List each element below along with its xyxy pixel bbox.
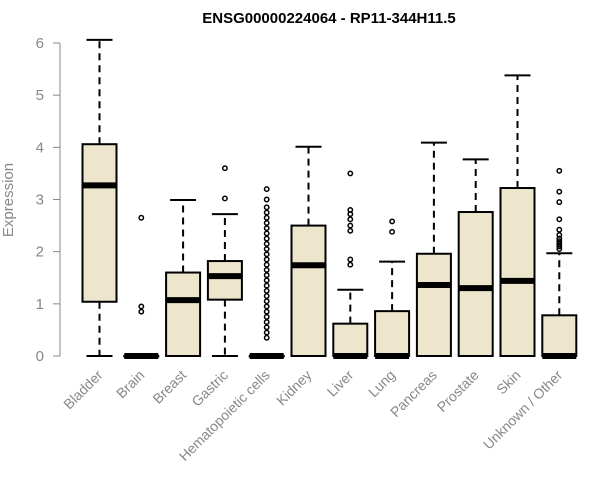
outlier-point: [556, 232, 563, 238]
box-skin: [499, 74, 536, 357]
y-tick-label: 3: [36, 192, 44, 209]
outlier-point: [556, 238, 563, 245]
outlier-point: [263, 204, 270, 211]
outlier-point: [263, 214, 270, 221]
outlier-point: [263, 282, 270, 289]
outlier-point: [263, 235, 270, 242]
x-tick-label: Kidney: [273, 367, 315, 409]
outlier-point: [556, 243, 563, 250]
outlier-point: [263, 240, 270, 247]
y-tick-label: 0: [36, 348, 44, 365]
box-unknown-other: [541, 167, 578, 359]
outlier-point: [138, 308, 145, 315]
outlier-point: [263, 287, 270, 294]
outlier-point: [263, 261, 270, 268]
outlier-point: [389, 218, 396, 225]
box-iqr: [81, 143, 118, 303]
outlier-point: [263, 324, 270, 331]
box-breast: [165, 199, 202, 357]
x-tick-label: Bladder: [60, 367, 106, 413]
y-axis: 0 1 2 3 4 5 6: [36, 35, 61, 365]
box-iqr: [415, 252, 452, 357]
box-iqr: [499, 187, 536, 357]
y-tick-label: 2: [36, 244, 44, 261]
outlier-point: [263, 196, 270, 203]
outlier-point: [138, 303, 145, 310]
outlier-point: [263, 246, 270, 253]
outlier-point: [263, 209, 270, 216]
x-tick-label: Brain: [113, 367, 147, 401]
outlier-point: [347, 256, 354, 263]
outlier-point: [347, 222, 354, 229]
outlier-point: [556, 240, 563, 247]
box-iqr: [374, 310, 411, 357]
box-hematopoietic-cells: [248, 186, 285, 359]
x-tick-label: Liver: [324, 367, 357, 400]
box-iqr: [206, 260, 243, 301]
x-tick-label: Prostate: [434, 367, 482, 415]
boxplot-series: [81, 38, 578, 359]
box-iqr: [332, 322, 369, 358]
outlier-point: [263, 298, 270, 305]
box-iqr: [541, 314, 578, 357]
outlier-point: [347, 170, 354, 177]
outlier-point: [263, 256, 270, 263]
y-tick-label: 1: [36, 296, 44, 313]
x-tick-label: Skin: [493, 367, 524, 398]
box-pancreas: [415, 141, 452, 357]
box-liver: [332, 170, 369, 359]
outlier-point: [263, 251, 270, 258]
outlier-point: [556, 199, 563, 206]
outlier-point: [263, 313, 270, 320]
box-iqr: [290, 224, 327, 357]
outlier-point: [263, 220, 270, 226]
x-tick-label: Lung: [365, 367, 398, 400]
outlier-point: [263, 303, 270, 310]
outlier-point: [138, 214, 145, 221]
outlier-point: [263, 272, 270, 279]
outlier-point: [556, 167, 563, 174]
box-iqr: [457, 211, 494, 357]
outlier-point: [263, 266, 270, 273]
outlier-point: [556, 216, 563, 223]
outlier-point: [556, 246, 563, 253]
outlier-point: [263, 293, 270, 299]
outlier-point: [347, 206, 354, 213]
y-tick-label: 6: [36, 35, 44, 52]
outlier-point: [221, 165, 228, 172]
box-iqr: [165, 271, 202, 357]
x-tick-label: Breast: [149, 367, 189, 407]
outlier-point: [347, 216, 354, 223]
y-axis-label: Expression: [0, 163, 17, 237]
box-gastric: [206, 165, 243, 357]
outlier-point: [263, 186, 270, 193]
y-tick-label: 5: [36, 87, 44, 104]
box-prostate: [457, 158, 494, 357]
outlier-point: [556, 188, 563, 195]
outlier-point: [556, 226, 563, 233]
chart-title: ENSG00000224064 - RP11-344H11.5: [202, 10, 456, 27]
outlier-point: [263, 308, 270, 315]
outlier-point: [347, 227, 354, 234]
box-kidney: [290, 145, 327, 357]
outlier-point: [263, 225, 270, 232]
outlier-point: [263, 230, 270, 237]
box-lung: [374, 218, 411, 359]
outlier-point: [263, 319, 270, 326]
outlier-point: [263, 277, 270, 284]
outlier-point: [263, 329, 270, 336]
outlier-point: [347, 261, 354, 268]
outlier-point: [221, 195, 228, 202]
box-brain: [123, 214, 160, 359]
y-tick-label: 4: [36, 139, 44, 156]
x-tick-label: Unknown / Other: [480, 367, 566, 453]
box-bladder: [81, 38, 118, 357]
outlier-point: [389, 228, 396, 235]
outlier-point: [263, 334, 270, 341]
